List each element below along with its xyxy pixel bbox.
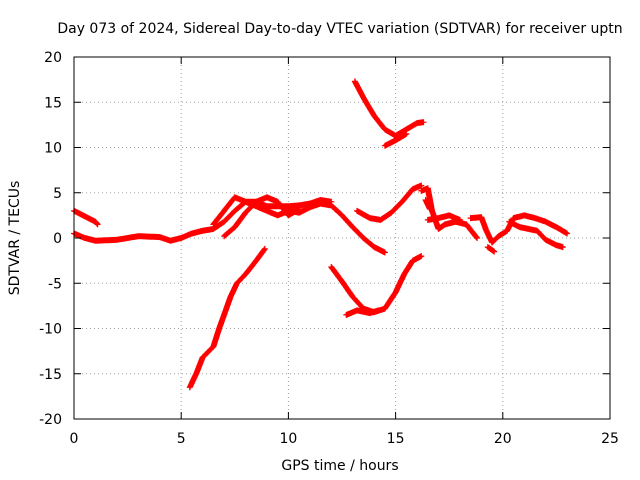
series-markers	[343, 307, 382, 318]
x-tick-label: 15	[387, 431, 405, 447]
series-track-8	[351, 78, 427, 139]
series-track-7	[343, 307, 382, 318]
series-markers	[71, 207, 101, 228]
y-tick-label: 10	[44, 141, 62, 157]
series-markers	[506, 218, 566, 251]
series-markers	[381, 130, 410, 149]
ticks: 0 5 10 15 20 25 -20 -15 -10 -5 0 5 10 15 20	[39, 50, 619, 447]
x-tick-label: 20	[494, 431, 512, 447]
series-markers	[484, 244, 498, 255]
series-track-14	[484, 244, 498, 255]
chart-title: Day 073 of 2024, Sidereal Day-to-day VTE…	[57, 21, 622, 37]
y-tick-label: 0	[53, 231, 62, 247]
series-track-16	[422, 197, 433, 212]
series-markers	[186, 245, 268, 391]
series-track-3	[221, 197, 335, 240]
y-tick-label: 15	[44, 95, 62, 111]
y-tick-label: -10	[39, 322, 62, 338]
x-tick-label: 25	[601, 431, 619, 447]
x-tick-label: 5	[177, 431, 186, 447]
series-markers	[424, 212, 463, 223]
series-markers	[418, 185, 481, 241]
series-markers	[210, 194, 303, 228]
series-markers	[467, 212, 571, 246]
series-markers	[422, 197, 433, 212]
series-markers	[221, 197, 335, 240]
series-track-15	[506, 218, 566, 251]
series-track-6	[328, 253, 425, 316]
x-tick-label: 10	[279, 431, 297, 447]
series-track-5	[186, 245, 268, 391]
series-track-10	[354, 182, 425, 223]
series-markers	[354, 182, 425, 223]
y-tick-label: 5	[53, 186, 62, 202]
series-track-13	[467, 212, 571, 246]
data-layer	[71, 78, 571, 391]
series-track-9	[381, 130, 410, 149]
y-tick-label: -15	[39, 367, 62, 383]
y-tick-label: 20	[44, 50, 62, 66]
y-axis-label: SDTVAR / TECUs	[7, 181, 23, 296]
series-track-1	[71, 207, 101, 228]
series-markers	[328, 253, 425, 316]
x-tick-label: 0	[70, 431, 79, 447]
x-axis-label: GPS time / hours	[281, 458, 398, 474]
series-track-12	[424, 212, 463, 223]
series-track-11	[418, 185, 481, 241]
series-markers	[351, 78, 427, 139]
y-tick-label: -5	[48, 276, 62, 292]
series-track-4	[210, 194, 303, 228]
y-tick-label: -20	[39, 412, 62, 428]
